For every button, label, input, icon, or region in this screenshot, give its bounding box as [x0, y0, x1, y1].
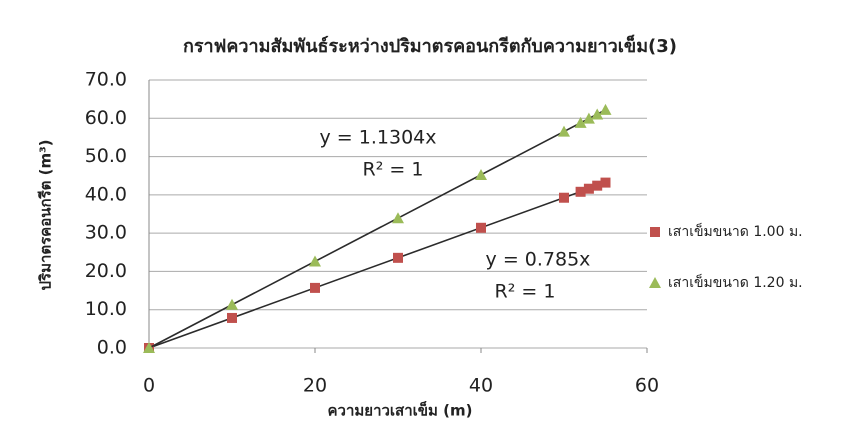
y-tick-label: 60.0 [85, 107, 127, 129]
trendline [148, 109, 606, 349]
trendline [148, 181, 606, 349]
point [309, 255, 321, 267]
point [599, 103, 612, 115]
legend-marker [649, 277, 661, 288]
x-tick-label: 40 [469, 375, 493, 397]
point [226, 298, 238, 310]
x-axis-label: ความยาวเสาเข็ม (m) [328, 401, 473, 420]
point [583, 183, 594, 194]
point [600, 177, 611, 188]
trendline-equation: y = 1.1304x [320, 127, 437, 149]
y-tick-label: 10.0 [85, 298, 127, 320]
y-tick-label: 20.0 [85, 260, 127, 282]
y-tick-label: 30.0 [85, 222, 127, 244]
point [143, 342, 155, 353]
point [392, 212, 404, 224]
point [574, 116, 587, 128]
point [591, 108, 604, 120]
point [227, 312, 237, 323]
legend-marker [650, 227, 660, 237]
x-tick-label: 20 [303, 375, 327, 397]
point [558, 125, 570, 137]
y-tick-label: 70.0 [85, 69, 127, 91]
point [476, 222, 486, 233]
x-tick-label: 0 [143, 375, 155, 397]
trendline-r2: R² = 1 [495, 281, 556, 303]
chart-title: กราฟความสัมพันธ์ระหว่างปริมาตรคอนกรีตกับ… [183, 34, 677, 57]
trendline-r2: R² = 1 [363, 159, 424, 181]
y-axis-label: ปริมาตรคอนกรีต (m³) [37, 140, 55, 291]
y-tick-label: 0.0 [97, 337, 127, 359]
point [575, 186, 586, 197]
point [582, 112, 595, 124]
point [592, 180, 603, 191]
trendline-equation: y = 0.785x [486, 249, 591, 271]
y-tick-label: 50.0 [85, 145, 127, 167]
point [393, 252, 403, 263]
point [310, 282, 320, 293]
legend-label: เสาเข็มขนาด 1.00 ม. [668, 222, 803, 240]
point [475, 168, 487, 180]
legend-label: เสาเข็มขนาด 1.20 ม. [668, 273, 803, 291]
x-tick-label: 60 [635, 375, 659, 397]
y-tick-label: 40.0 [85, 183, 127, 205]
point [559, 192, 569, 203]
